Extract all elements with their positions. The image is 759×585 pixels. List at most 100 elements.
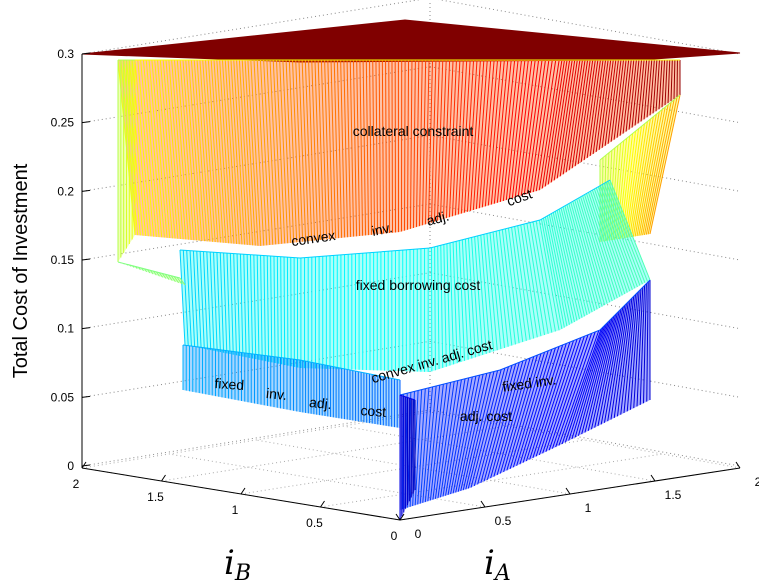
- annot-fixed-inv-right-2: adj. cost: [460, 408, 512, 424]
- grid-line-z-left: [81, 0, 421, 55]
- wall-fixed-inv-right-mesh-line: [577, 319, 611, 436]
- wall-fixed-inv-right-mesh-line: [442, 379, 462, 497]
- wall-collateral-mesh-line: [165, 59, 181, 240]
- wall-fixed-inv-right-mesh-line: [506, 353, 542, 471]
- wall-fixed-inv-right-mesh-line: [490, 360, 524, 479]
- wall-collateral-mesh-line: [577, 59, 594, 165]
- wall-collateral-mesh-line: [568, 59, 586, 171]
- wall-collateral-mesh-line: [216, 59, 230, 244]
- wall-fixed-inv-right-mesh-line: [509, 352, 546, 469]
- iA-tick-label: 0: [415, 527, 422, 541]
- wall-collateral-mesh-line: [631, 59, 640, 128]
- wall-collateral-mesh-line: [538, 59, 560, 191]
- wall-fixed-inv-right-mesh-line: [417, 388, 426, 505]
- wall-fixed-borrowing-mesh-line: [464, 238, 473, 359]
- wall-collateral-mesh-line: [230, 59, 243, 245]
- wall-collateral-mesh-line: [362, 59, 367, 236]
- iB-tick-mark: [399, 513, 405, 521]
- wall-fixed-inv-right-mesh-line: [535, 340, 574, 457]
- wall-collateral-mesh-line: [359, 59, 364, 236]
- wall-fixed-inv-right-mesh-line: [561, 328, 602, 445]
- annot-fixed-inv-left-w3: adj.: [308, 394, 332, 412]
- wall-fixed-borrowing-mesh-line: [495, 231, 509, 347]
- wall-collateral-mesh-line: [622, 59, 632, 134]
- wall-fixed-inv-right-mesh-line: [486, 362, 520, 480]
- wall-fixed-borrowing-mesh-line: [219, 252, 225, 353]
- wall-collateral-mesh-line: [185, 59, 200, 241]
- wall-collateral-mesh-line: [616, 59, 627, 138]
- wall-right-column-mesh-line: [640, 106, 666, 236]
- wall-collateral-mesh-line: [369, 59, 373, 235]
- wall-collateral-mesh-line: [574, 59, 591, 167]
- wall-fixed-inv-right-mesh-line: [594, 310, 620, 428]
- wall-fixed-borrowing-mesh-line: [239, 254, 244, 357]
- grid-line-z-right: [438, 0, 741, 55]
- wall-collateral-mesh-line: [445, 59, 454, 219]
- annot-fixed-inv-left: fixed inv. adj. cost: [214, 375, 387, 420]
- wall-fixed-inv-right-mesh-line: [465, 371, 495, 490]
- z-tick-label: 0.2: [57, 184, 74, 198]
- wall-right-column-mesh-line: [645, 99, 675, 235]
- wall-fixed-borrowing-mesh-line: [605, 182, 646, 283]
- wall-collateral-mesh-line: [520, 59, 540, 196]
- wall-collateral-mesh-line: [236, 59, 248, 245]
- wall-right-column-mesh-line: [630, 118, 651, 238]
- wall-collateral-mesh-line: [288, 59, 298, 243]
- wall-fixed-borrowing-mesh-line: [556, 210, 583, 318]
- wall-fixed-borrowing-mesh-line: [546, 215, 570, 325]
- iB-tick-label: 1.5: [147, 490, 164, 504]
- wall-fixed-inv-right-mesh-line: [571, 323, 608, 440]
- wall-fixed-inv-right-mesh-line: [462, 372, 491, 491]
- wall-collateral-mesh-line: [586, 59, 601, 159]
- wall-fixed-inv-right-mesh-line: [452, 375, 477, 494]
- wall-right-column-mesh-line: [629, 121, 648, 238]
- z-tick-label: 0.1: [57, 322, 74, 336]
- wall-collateral-mesh-line: [589, 59, 604, 157]
- wall-collateral-mesh-line: [134, 59, 152, 237]
- wall-left-column: [117, 59, 136, 262]
- wall-collateral-mesh-line: [418, 59, 423, 227]
- wall-fixed-borrowing-mesh-line: [452, 242, 458, 364]
- wall-fixed-inv-right-mesh-line: [439, 380, 459, 498]
- wall-fixed-inv-right-mesh-line: [450, 376, 473, 495]
- y-axis-label-symbol: i: [224, 543, 235, 583]
- wall-collateral-mesh-line: [330, 59, 337, 239]
- annot-fixed-inv-left-w2: inv.: [265, 385, 287, 403]
- wall-fixed-borrowing-mesh-line: [564, 205, 593, 313]
- wall-fixed-borrowing-mesh-line: [514, 226, 531, 340]
- wall-collateral-mesh-line: [168, 59, 184, 240]
- wall-fixed-borrowing: [179, 179, 651, 372]
- wall-collateral-mesh-line: [592, 59, 607, 154]
- wall-collateral-mesh-line: [571, 59, 589, 169]
- wall-fixed-borrowing-mesh-line: [199, 251, 205, 349]
- wall-fixed-borrowing-mesh-line: [202, 251, 209, 350]
- wall-collateral-mesh-line: [340, 59, 346, 238]
- wall-fixed-borrowing-mesh-line: [572, 201, 603, 307]
- wall-collateral-mesh-line: [421, 59, 427, 226]
- wall-fixed-inv-right-mesh-line: [522, 346, 560, 463]
- wall-collateral-mesh-line: [502, 59, 519, 202]
- wall-collateral-mesh-line: [475, 59, 488, 210]
- wall-fixed-inv-right-mesh-line: [457, 374, 484, 492]
- wall-collateral-mesh-line: [535, 59, 557, 192]
- wall-collateral-mesh-line: [311, 59, 319, 241]
- wall-collateral-mesh-line: [583, 59, 599, 161]
- grid-line-z-left: [81, 409, 431, 467]
- wall-fixed-borrowing-mesh-line: [471, 237, 480, 357]
- wall-fixed-inv-right-mesh-line: [555, 331, 596, 448]
- wall-fixed-borrowing-mesh-line: [574, 200, 606, 306]
- wall-fixed-inv-right-mesh-line: [447, 377, 470, 495]
- wall-fixed-borrowing-mesh-line: [233, 253, 237, 356]
- z-tick-label: 0.25: [51, 116, 75, 130]
- wall-collateral-mesh-line: [176, 59, 192, 240]
- surface-layer: [81, 19, 741, 520]
- wall-collateral-mesh-line: [424, 59, 430, 225]
- wall-collateral-mesh-line: [448, 59, 457, 218]
- wall-fixed-borrowing-mesh-line: [249, 254, 254, 359]
- wall-fixed-borrowing-mesh-line: [535, 220, 556, 332]
- wall-collateral-mesh-line: [670, 59, 673, 102]
- wall-fixed-inv-right-mesh-line: [629, 290, 640, 410]
- wall-fixed-borrowing-mesh-line: [192, 250, 199, 348]
- wall-collateral-mesh-line: [375, 59, 379, 235]
